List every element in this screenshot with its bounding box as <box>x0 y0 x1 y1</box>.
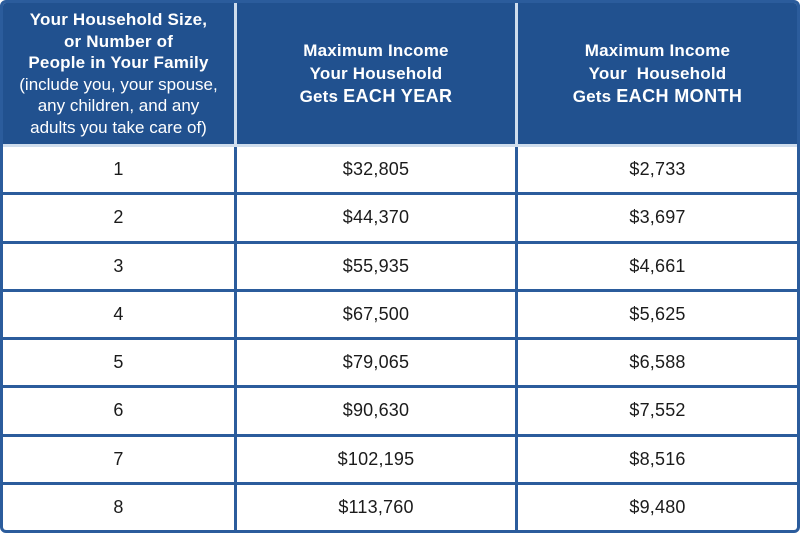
household-size-cell: 8 <box>3 484 234 530</box>
header-yearly-line: Gets EACH YEAR <box>299 86 453 106</box>
header-household-line: or Number of <box>63 31 174 51</box>
household-size-cell: 7 <box>3 436 234 482</box>
yearly-income-cell: $44,370 <box>237 195 515 241</box>
monthly-income-cell: $5,625 <box>518 291 797 337</box>
household-size-cell: 4 <box>3 291 234 337</box>
header-monthly-line: Your Household <box>588 64 727 83</box>
header-monthly-line: Maximum Income <box>584 41 731 60</box>
header-household-line: People in Your Family <box>28 53 209 72</box>
header-yearly-emphasis: EACH YEAR <box>343 86 453 106</box>
monthly-income-cell: $7,552 <box>518 388 797 434</box>
household-size-cell: 2 <box>3 195 234 241</box>
header-yearly-line: Maximum Income <box>303 41 449 60</box>
header-monthly-emphasis: EACH MONTH <box>616 86 743 106</box>
header-yearly-income: Maximum Income Your Household Gets EACH … <box>237 3 515 144</box>
household-size-cell: 3 <box>3 243 234 289</box>
monthly-income-cell: $9,480 <box>518 484 797 530</box>
header-yearly-line: Your Household <box>309 64 443 83</box>
monthly-income-cell: $6,588 <box>518 340 797 386</box>
monthly-income-cell: $4,661 <box>518 243 797 289</box>
yearly-income-cell: $67,500 <box>237 291 515 337</box>
table-body: 1 $32,805 $2,733 2 $44,370 $3,697 3 $55,… <box>3 147 797 530</box>
monthly-income-cell: $3,697 <box>518 195 797 241</box>
yearly-income-cell: $55,935 <box>237 243 515 289</box>
header-household-note-line: (include you, your spouse, <box>19 74 218 94</box>
monthly-income-cell: $2,733 <box>518 147 797 193</box>
monthly-income-cell: $8,516 <box>518 436 797 482</box>
header-monthly-line: Gets EACH MONTH <box>572 86 743 106</box>
yearly-income-cell: $90,630 <box>237 388 515 434</box>
yearly-income-cell: $32,805 <box>237 147 515 193</box>
table-header-row: Your Household Size, or Number of People… <box>3 3 797 147</box>
household-size-cell: 6 <box>3 388 234 434</box>
yearly-income-cell: $79,065 <box>237 340 515 386</box>
header-household-note-line: adults you take care of) <box>30 117 207 137</box>
header-monthly-income: Maximum Income Your Household Gets EACH … <box>518 3 797 144</box>
header-household-note-line: any children, and any <box>37 96 200 115</box>
household-size-cell: 5 <box>3 340 234 386</box>
header-household-size: Your Household Size, or Number of People… <box>3 3 234 144</box>
yearly-income-cell: $113,760 <box>237 484 515 530</box>
header-household-line: Your Household Size, <box>29 10 208 29</box>
yearly-income-cell: $102,195 <box>237 436 515 482</box>
household-size-cell: 1 <box>3 147 234 193</box>
